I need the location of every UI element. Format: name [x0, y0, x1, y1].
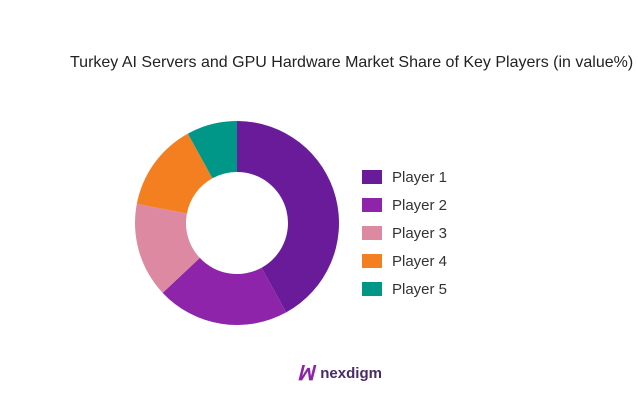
logo-icon: ꟽ	[297, 363, 315, 385]
slice-player-5	[187, 121, 237, 179]
legend-swatch	[362, 254, 382, 268]
legend-swatch	[362, 198, 382, 212]
slice-player-2	[162, 257, 287, 325]
legend-item: Player 4	[362, 247, 447, 275]
legend-item: Player 5	[362, 275, 447, 303]
legend-item: Player 1	[362, 163, 447, 191]
legend: Player 1 Player 2 Player 3 Player 4 Player 5	[362, 163, 447, 303]
legend-label: Player 3	[392, 224, 448, 242]
legend-label: Player 5	[392, 280, 448, 298]
legend-label: Player 1	[392, 168, 448, 186]
legend-swatch	[362, 226, 382, 240]
nexdigm-logo: ꟽ nexdigm	[297, 361, 382, 386]
slice-player-4	[136, 133, 213, 214]
logo-text: nexdigm	[320, 365, 382, 382]
legend-label: Player 4	[392, 252, 448, 270]
legend-item: Player 3	[362, 219, 447, 247]
slice-player-1	[237, 121, 340, 313]
legend-item: Player 2	[362, 191, 447, 219]
legend-swatch	[362, 170, 382, 184]
chart-title: Turkey AI Servers and GPU Hardware Marke…	[70, 54, 634, 71]
legend-swatch	[362, 282, 382, 296]
legend-label: Player 2	[392, 196, 448, 214]
slice-player-3	[135, 203, 200, 293]
